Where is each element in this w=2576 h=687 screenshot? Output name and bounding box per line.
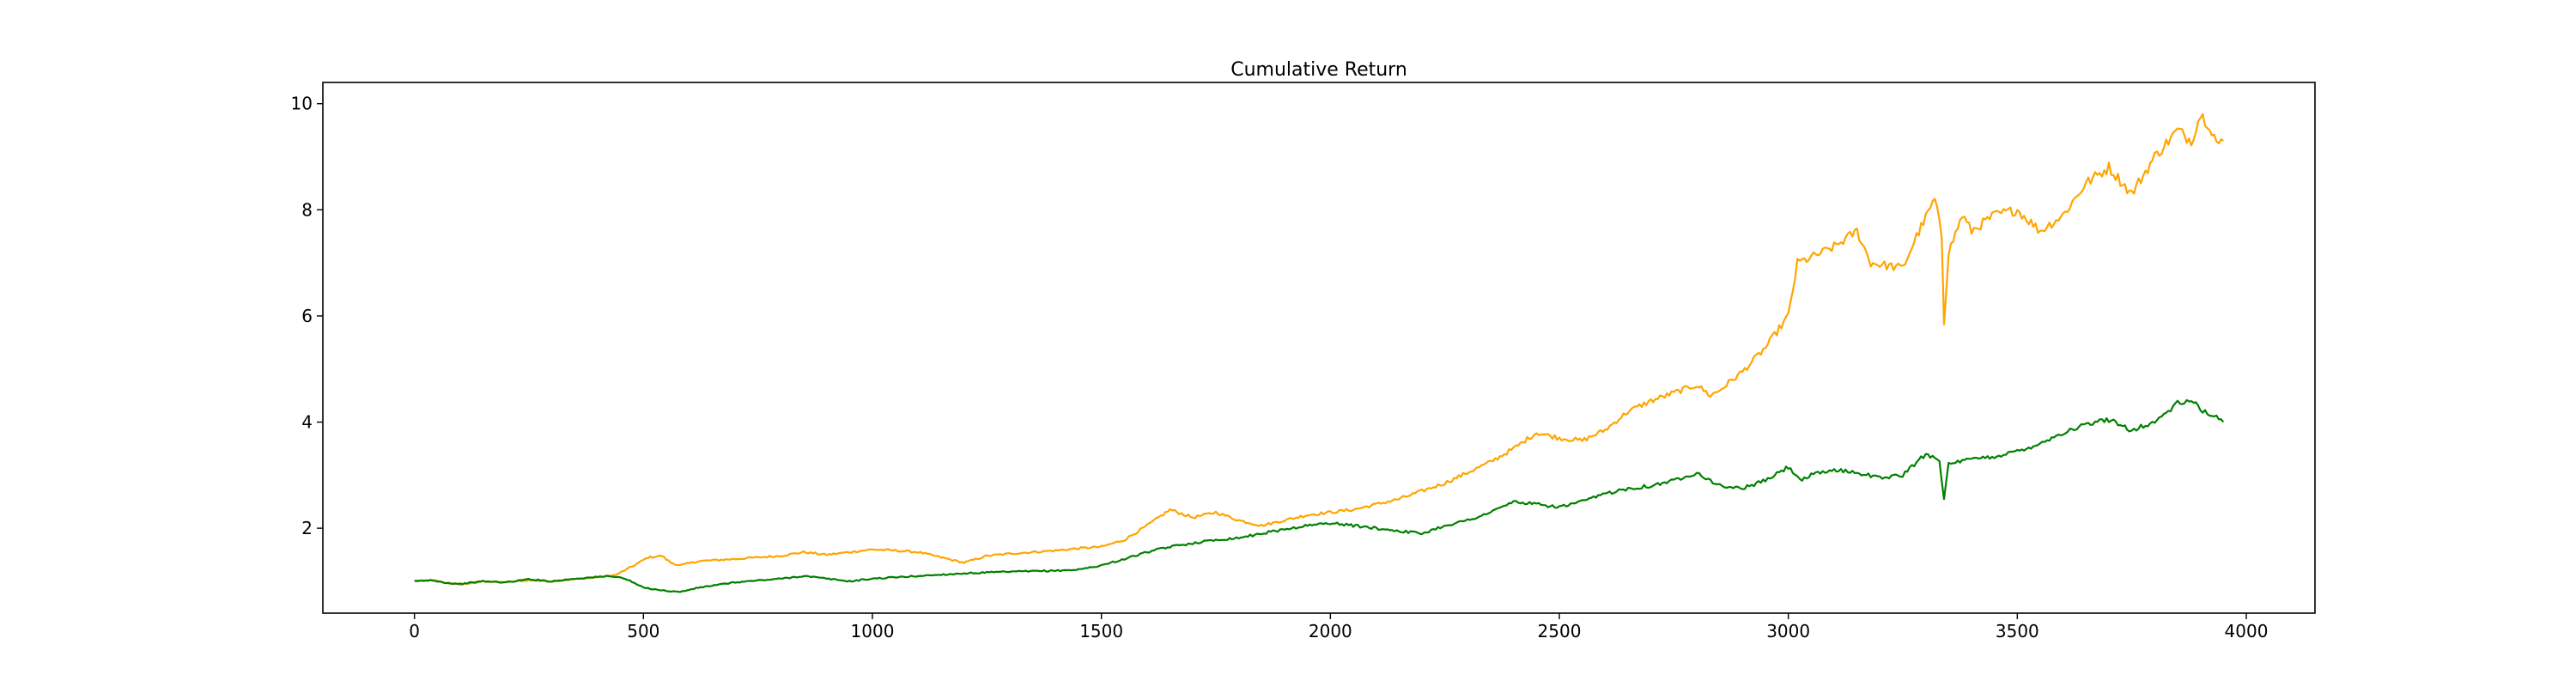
- y-tick-label: 6: [301, 306, 313, 326]
- x-tick-label: 2500: [1538, 621, 1582, 641]
- y-tick-label: 2: [301, 518, 313, 538]
- series-layer: [414, 112, 2225, 593]
- y-tick-label: 8: [301, 199, 313, 220]
- x-tick-label: 1000: [851, 621, 895, 641]
- x-tick-label: 500: [627, 621, 659, 641]
- x-tick-label: 0: [409, 621, 420, 641]
- x-tick-label: 4000: [2225, 621, 2269, 641]
- axes-layer: 0 500 1000 1500 2000 2500 3000 3500 4000 2 4 6 8 10: [291, 94, 2269, 641]
- x-tick-label: 3500: [1996, 621, 2039, 641]
- chart-title: Cumulative Return: [1230, 59, 1407, 81]
- x-tick-label: 2000: [1309, 621, 1352, 641]
- x-tick-label: 1500: [1079, 621, 1123, 641]
- y-tick-label: 10: [291, 94, 313, 114]
- plot-area-frame: [322, 82, 2316, 614]
- green-series-line: [414, 398, 2225, 593]
- y-tick-label: 4: [301, 412, 313, 433]
- x-tick-label: 3000: [1766, 621, 1810, 641]
- orange-series-line: [414, 112, 2224, 587]
